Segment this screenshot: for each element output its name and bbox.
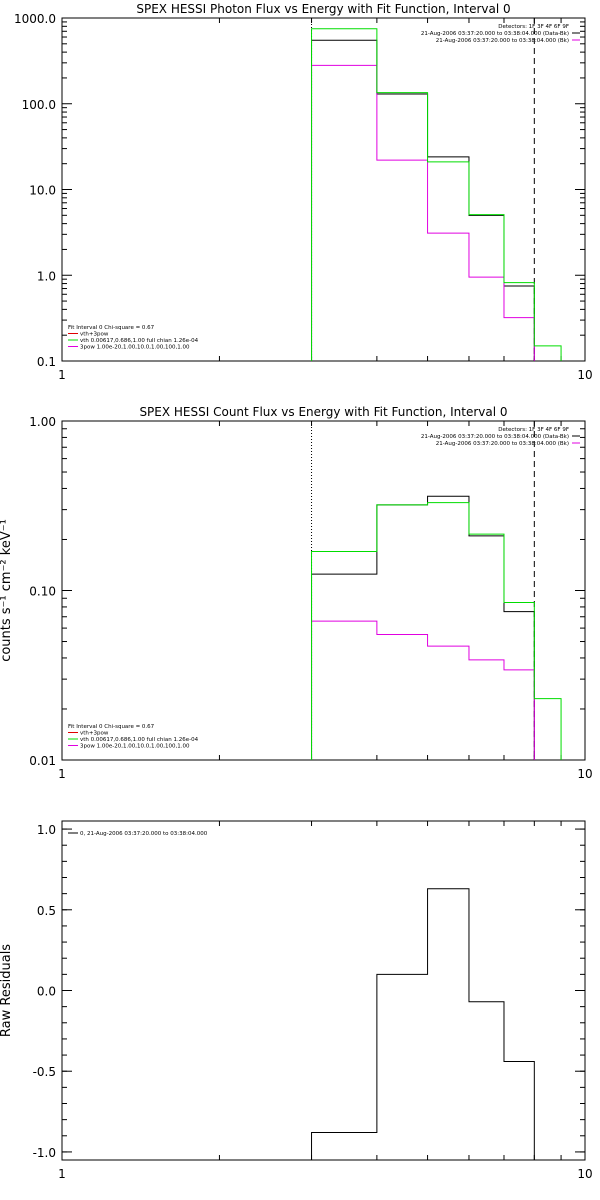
series-bk-line	[311, 64, 535, 361]
plot-area	[311, 18, 562, 361]
plot-frame	[61, 820, 586, 1161]
x-tick-label: 1	[58, 1167, 66, 1181]
legend-text: Fit Interval 0 Chi-square = 0.67	[68, 325, 155, 331]
y-tick-label: 1.0	[37, 269, 56, 283]
x-tick-label: 10	[577, 1167, 592, 1181]
x-tick-label: 10	[577, 767, 592, 781]
header-text: 21-Aug-2006 03:37:20.000 to 03:38:04.000…	[436, 38, 569, 44]
series-vth-3pow-line	[311, 502, 562, 760]
header-text: Detectors: 1F 3F 4F 6F 9F	[498, 24, 569, 30]
legend-text: Fit Interval 0 Chi-square = 0.67	[68, 724, 155, 730]
header-text: 21-Aug-2006 03:37:20.000 to 03:38:04.000…	[421, 31, 569, 37]
chart-title: SPEX HESSI Photon Flux vs Energy with Fi…	[136, 2, 510, 16]
y-tick-label: 1000.0	[14, 12, 56, 26]
plot-frame	[61, 17, 586, 362]
header-text: 21-Aug-2006 03:37:20.000 to 03:38:04.000…	[436, 441, 569, 447]
legend-text: vth 0.00617,0.686,1.00 full chian 1.26e-…	[80, 737, 199, 743]
y-axis-label: counts s⁻¹ cm⁻² keV⁻¹	[0, 519, 14, 662]
series-data-bk-line	[311, 39, 535, 361]
legend-text: vth+3pow	[80, 731, 109, 737]
y-tick-label: 10.0	[29, 184, 56, 198]
legend-text: 3pow 1.00e-20,1.00,10.0,1.00,100,1.00	[80, 744, 190, 750]
y-tick-label: 1.00	[29, 415, 56, 429]
plot-area	[311, 421, 562, 760]
legend-text: 3pow 1.00e-20,1.00,10.0,1.00,100,1.00	[80, 345, 190, 351]
y-tick-label: -0.5	[33, 1065, 56, 1079]
y-tick-label: 0.0	[37, 985, 56, 999]
legend-text: vth+3pow	[80, 332, 109, 338]
y-tick-label: 0.01	[29, 754, 56, 768]
series-residuals-line	[311, 888, 535, 1160]
plot-area	[311, 888, 535, 1160]
y-tick-label: 0.5	[37, 904, 56, 918]
header-text: Detectors: 1F 3F 4F 6F 9F	[498, 427, 569, 433]
x-tick-label: 1	[58, 767, 66, 781]
series-vth-3pow-line	[311, 28, 562, 361]
panel-2: SPEX HESSI Count Flux vs Energy with Fit…	[0, 405, 593, 781]
panel-3: 1 10 -1.0 -0.5 0.0 0.5 1.0 Raw Residuals 0, 21-A…	[0, 820, 593, 1181]
x-tick-label: 10	[577, 368, 592, 382]
y-tick-label: -1.0	[33, 1146, 56, 1160]
series-bk-line	[311, 620, 535, 760]
plot-frame	[61, 420, 586, 761]
x-tick-label: 1	[58, 368, 66, 382]
y-tick-label: 0.1	[37, 355, 56, 369]
y-tick-label: 1.0	[37, 823, 56, 837]
chart-title: SPEX HESSI Count Flux vs Energy with Fit…	[139, 405, 507, 419]
panel-1: SPEX HESSI Photon Flux vs Energy with Fi…	[14, 2, 593, 382]
series-data-bk-line	[311, 495, 535, 760]
legend-text: vth 0.00617,0.686,1.00 full chian 1.26e-…	[80, 338, 199, 344]
y-axis-label: Raw Residuals	[0, 944, 14, 1037]
y-tick-label: 0.10	[29, 585, 56, 599]
header-text: 21-Aug-2006 03:37:20.000 to 03:38:04.000…	[421, 434, 569, 440]
legend-text: 0, 21-Aug-2006 03:37:20.000 to 03:38:04.…	[80, 831, 208, 837]
y-tick-label: 100.0	[22, 98, 56, 112]
